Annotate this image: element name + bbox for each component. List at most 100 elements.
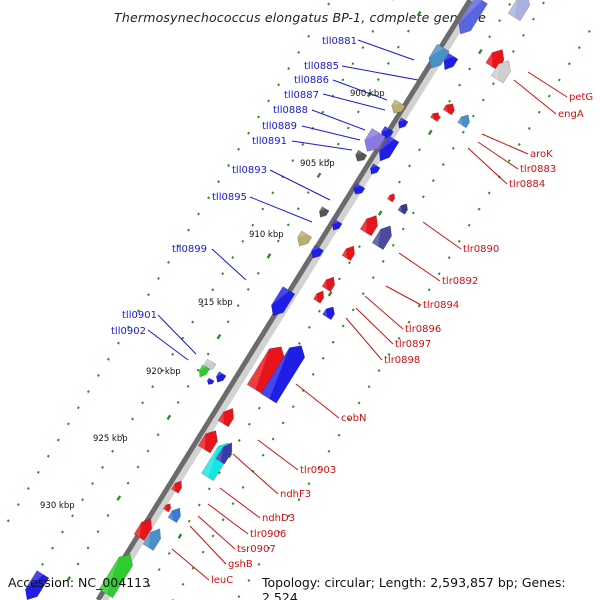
tick-mark (257, 115, 261, 119)
gene-highlight (364, 128, 380, 141)
tick-mark (156, 433, 160, 437)
tick-mark (217, 471, 221, 475)
tick-mark (116, 495, 122, 501)
gene-arrow (206, 377, 215, 385)
gene-arrow (271, 286, 296, 317)
tick-mark (66, 422, 70, 426)
gene-tll0891 (355, 149, 368, 162)
gene-highlight (198, 433, 206, 450)
tick-mark (411, 211, 415, 215)
tick-mark (261, 453, 265, 457)
tick-mark (147, 584, 151, 588)
leader-line (467, 147, 508, 185)
tick-mark (166, 414, 172, 421)
tick-mark (96, 530, 100, 534)
tick-mark (226, 320, 230, 324)
tick-mark (441, 163, 445, 166)
tick-mark (371, 276, 375, 279)
tick-mark (371, 29, 375, 33)
tick-mark (431, 179, 435, 183)
gene-arrow (355, 149, 368, 162)
tick-mark (508, 2, 512, 6)
tick-mark (227, 452, 233, 459)
tick-mark (358, 245, 361, 249)
gene-arrow (311, 244, 324, 259)
gene-label: tlr0903 (300, 465, 336, 476)
tick-mark (101, 465, 104, 469)
tick-mark (281, 421, 285, 425)
gene-highlight (311, 245, 320, 251)
tick-mark (491, 82, 495, 86)
tick-mark (447, 256, 451, 260)
tick-mark (421, 195, 425, 199)
tick-mark (327, 2, 331, 6)
gene-label: tlr0884 (509, 179, 545, 190)
tick-mark (406, 29, 410, 33)
gene-arrow (197, 430, 218, 454)
tick-mark (291, 159, 295, 163)
tick-mark (146, 449, 150, 453)
leader-line (422, 221, 462, 250)
tick-mark (391, 243, 395, 247)
gene-highlight (218, 411, 224, 424)
tick-mark (207, 196, 210, 200)
tick-mark (416, 10, 422, 17)
kbp-label: 900 kbp (350, 89, 385, 99)
tick-mark (177, 244, 180, 248)
tick-mark (221, 518, 225, 522)
gene-highlight (163, 505, 167, 511)
leader-line (219, 487, 261, 519)
tick-mark (498, 19, 502, 23)
tick-mark (307, 325, 311, 329)
tick-mark (467, 223, 471, 227)
tick-mark (398, 180, 401, 184)
leader-line (301, 125, 361, 141)
tick-mark (167, 551, 171, 555)
tick-mark (196, 368, 200, 372)
tick-mark (266, 253, 272, 259)
gene-tll0895b (332, 219, 343, 231)
gene-bottom-l (25, 570, 50, 600)
gene-highlight (387, 195, 391, 201)
gene-tlr0896 (321, 276, 335, 292)
tick-mark (427, 288, 431, 292)
tick-mark (427, 129, 433, 136)
tick-mark (106, 357, 110, 361)
tick-mark (386, 61, 390, 65)
tick-mark (51, 546, 54, 550)
tick-mark (231, 502, 235, 506)
leader-line (291, 140, 353, 151)
gene-tll0881b (443, 52, 459, 71)
gene-tsr0907b (167, 507, 181, 523)
gene-highlight (201, 446, 219, 478)
gene-label: tll0887 (284, 90, 319, 101)
leader-line (232, 453, 279, 495)
tick-mark (227, 164, 230, 167)
tick-mark (157, 568, 161, 572)
gene-label: tll0899 (172, 244, 207, 255)
gene-arrow (142, 528, 161, 551)
kbp-label: 930 kbp (40, 501, 75, 511)
gene-highlight (443, 53, 454, 61)
tick-mark (397, 336, 401, 340)
tick-mark (286, 223, 290, 227)
tick-mark (337, 277, 341, 281)
gene-label: petG (569, 92, 593, 103)
tick-mark (468, 67, 472, 71)
gene-highlight (397, 205, 402, 213)
gene-highlight (353, 183, 362, 188)
gene-tlr0892 (359, 215, 378, 237)
gene-engA (490, 60, 511, 84)
leader-line (257, 439, 299, 471)
tick-mark (396, 45, 400, 49)
gene-tll0895 (319, 206, 330, 218)
label-leaders (147, 39, 568, 581)
tick-mark (311, 372, 315, 376)
tick-mark (377, 210, 383, 216)
gene-arrow (398, 117, 409, 129)
tick-mark (347, 417, 351, 421)
tick-mark (457, 239, 461, 243)
gene-top-r (507, 0, 530, 22)
gene-arrow (443, 52, 459, 71)
